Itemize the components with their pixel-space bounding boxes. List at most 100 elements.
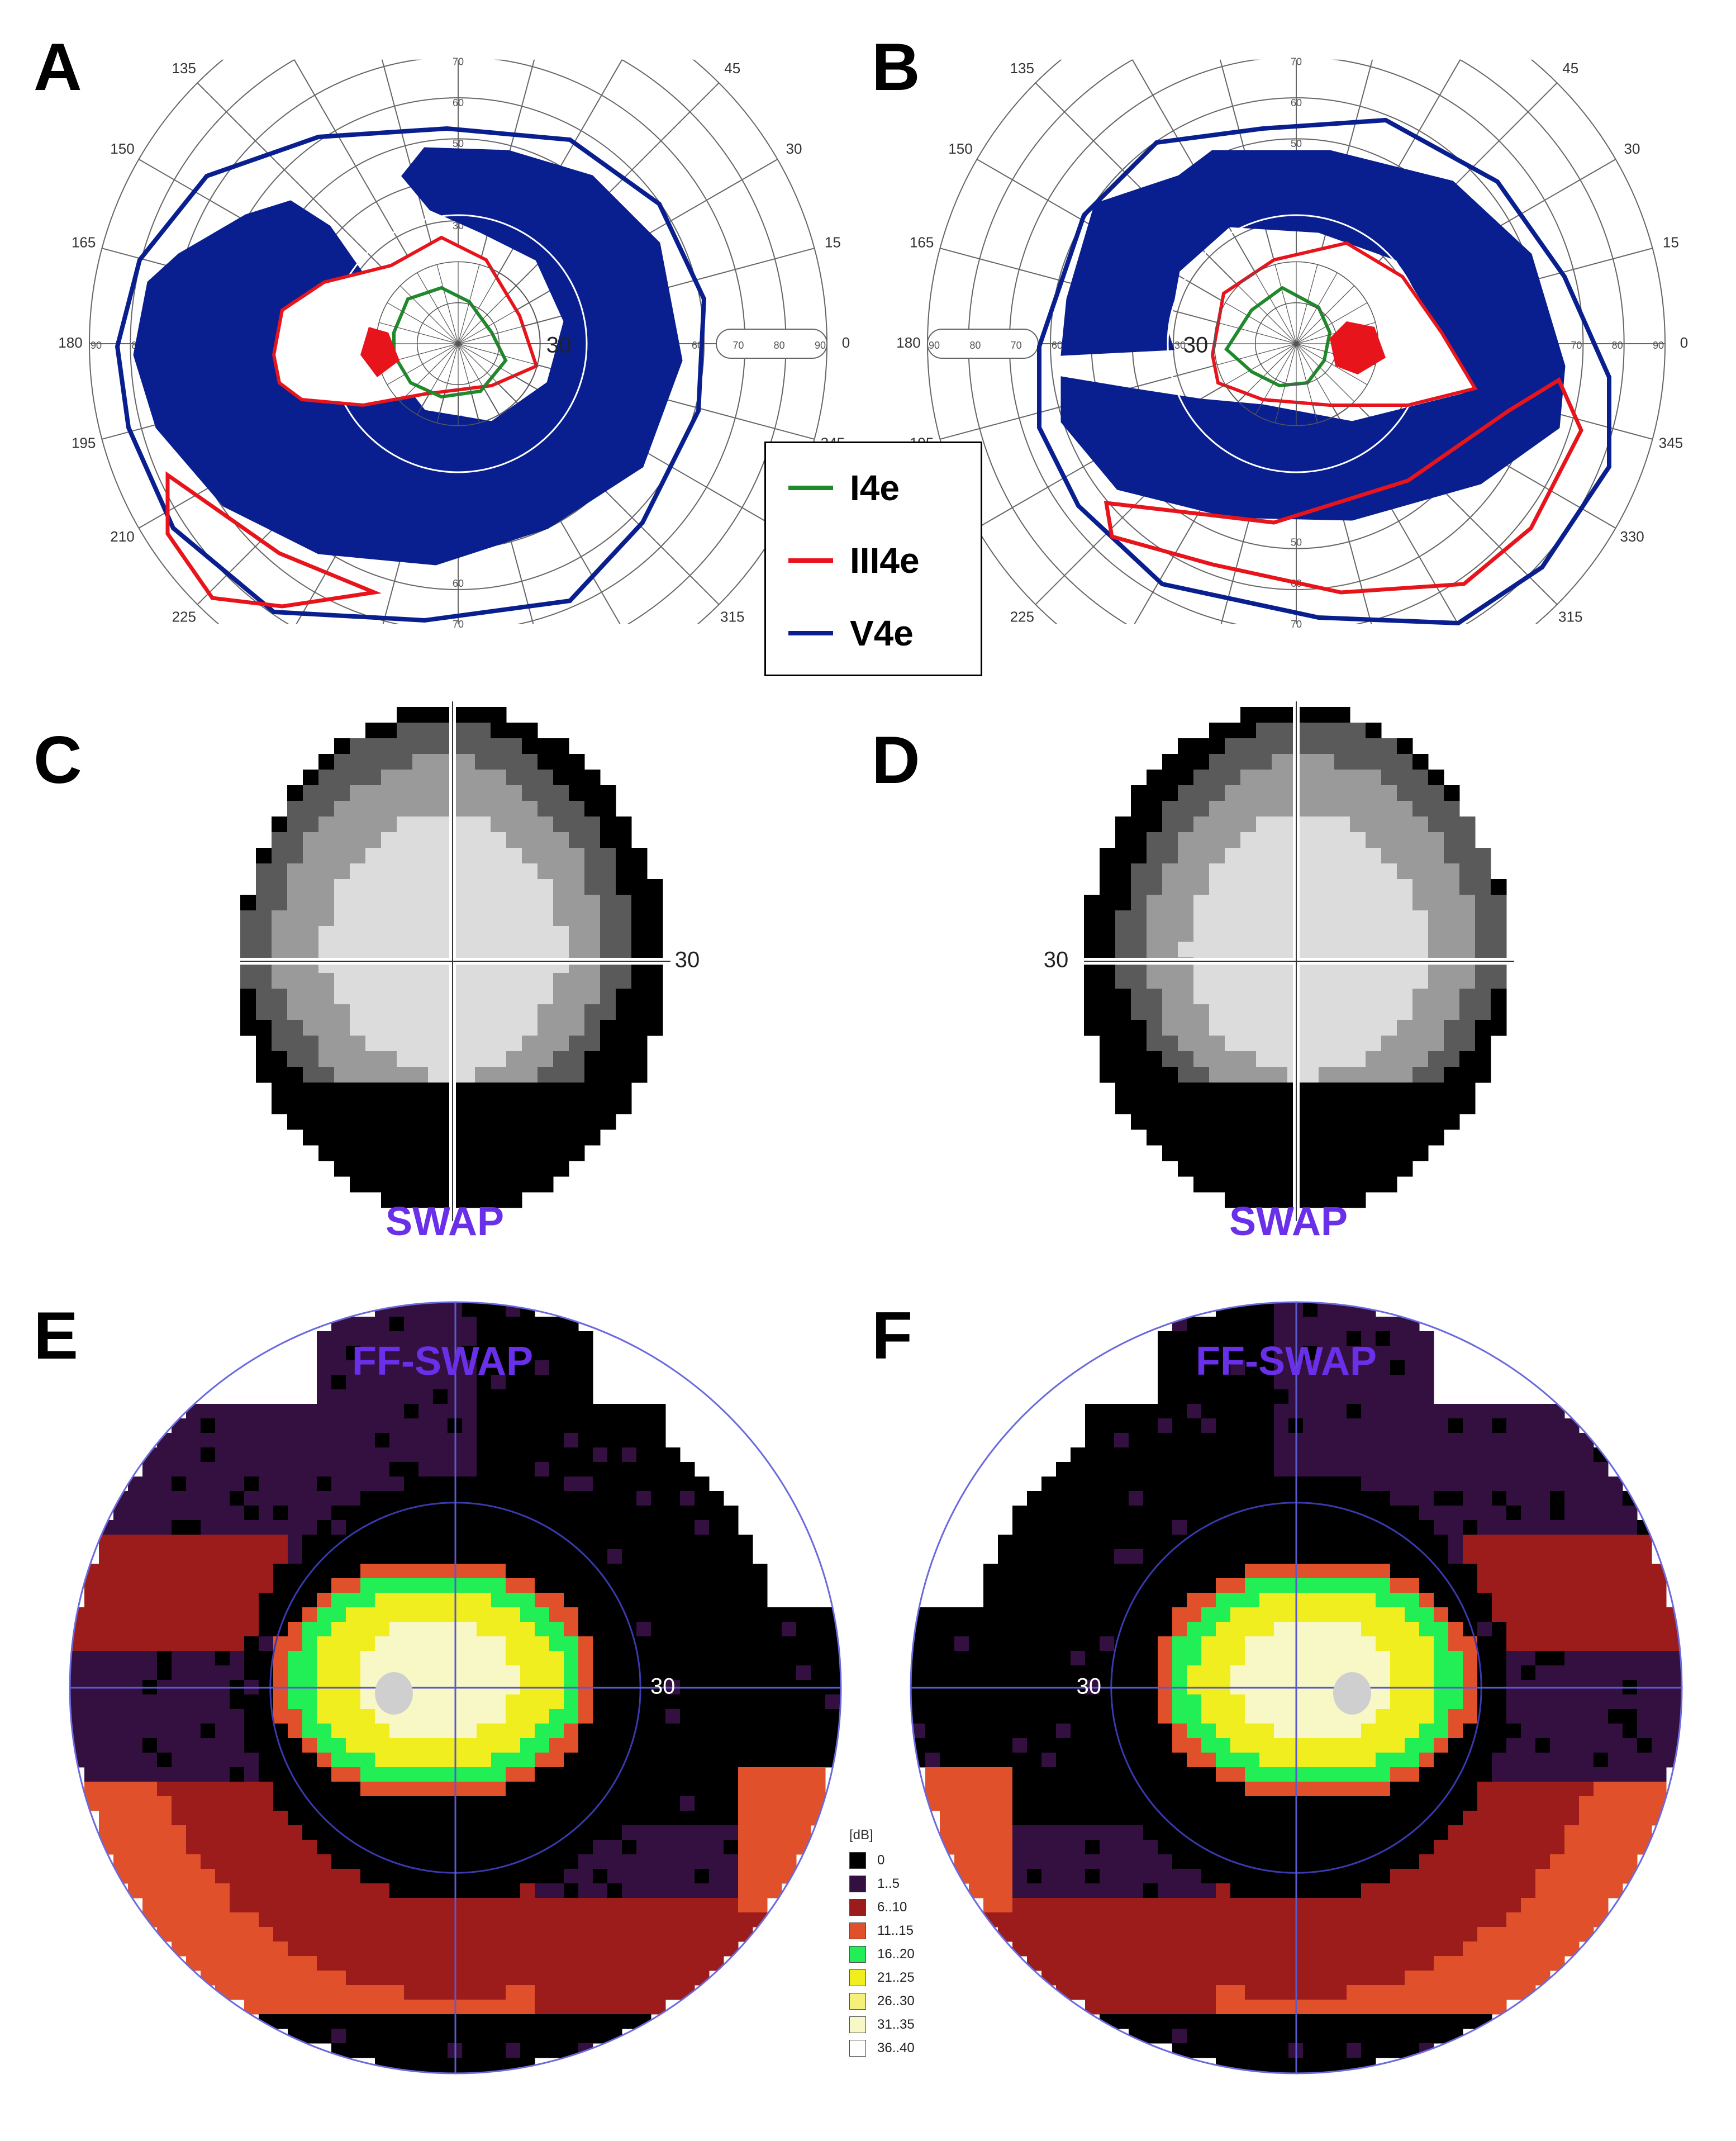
ff-cell (1201, 1447, 1216, 1463)
swap-cell (256, 989, 272, 1005)
ff-cell (273, 1811, 288, 1826)
ff-cell (1027, 1636, 1042, 1651)
ff-cell (491, 1869, 506, 1884)
ff-cell (186, 1709, 201, 1724)
inner-meridian (1217, 343, 1297, 365)
swap-cell (1147, 801, 1163, 817)
ff-cell (825, 1694, 840, 1710)
ff-cell (1201, 1535, 1216, 1550)
swap-cell (1366, 1114, 1382, 1130)
ff-cell (331, 1477, 346, 1492)
ff-cell (1114, 1520, 1129, 1535)
swap-cell (272, 910, 288, 927)
ff-cell (564, 1898, 579, 1913)
swap-cell (334, 895, 350, 911)
ff-cell (230, 1535, 245, 1550)
swap-cell (365, 770, 382, 786)
ff-cell (302, 1607, 317, 1622)
ff-cell (1477, 1404, 1492, 1419)
swap-cell (616, 973, 632, 989)
ff-cell (259, 1593, 274, 1608)
swap-grayscale-left: 30 (240, 701, 700, 1221)
ff-cell (230, 1883, 245, 1898)
ff-cell (593, 1825, 608, 1840)
ff-cell (302, 2014, 317, 2029)
ff-cell (1347, 1375, 1362, 1390)
ff-cell (1405, 1651, 1420, 1666)
ff-cell (1056, 1636, 1071, 1651)
ff-cell (665, 1636, 681, 1651)
ff-cell (230, 1593, 245, 1608)
ff-cell (1492, 1636, 1507, 1651)
ff-cell (462, 1331, 477, 1346)
ff-cell (433, 2000, 448, 2015)
ff-cell (709, 1593, 724, 1608)
ff-cell (724, 1811, 739, 1826)
ff-cell (593, 1593, 608, 1608)
ff-cell (433, 1331, 448, 1346)
swap-cell (631, 879, 648, 895)
swap-cell (553, 973, 569, 989)
ff-cell (1230, 1331, 1245, 1346)
ff-cell (578, 1622, 593, 1637)
swap-cell (491, 879, 507, 895)
ff-cell (782, 1651, 797, 1666)
ff-cell (157, 1622, 172, 1637)
ff-cell (477, 1622, 492, 1637)
ff-cell (288, 1724, 303, 1739)
swap-cell (647, 1004, 663, 1020)
ff-cell (491, 1665, 506, 1680)
ff-cell (1187, 1360, 1202, 1375)
ff-cell (375, 1360, 390, 1375)
ff-cell (665, 1956, 681, 1971)
ff-cell (753, 1753, 768, 1768)
inner-meridian (1255, 343, 1297, 415)
ff-cell (1245, 1477, 1260, 1492)
ff-cell (317, 1694, 332, 1710)
swap-cell (506, 1129, 522, 1146)
ff-cell (1245, 1636, 1260, 1651)
ff-cell (1085, 1578, 1100, 1593)
ff-cell (1318, 1418, 1333, 1433)
swap-cell (1240, 1004, 1257, 1020)
ff-cell (1594, 1564, 1609, 1579)
swap-cell (538, 832, 554, 848)
ff-cell (1550, 1724, 1565, 1739)
ff-cell (1347, 1360, 1362, 1375)
ff-cell (709, 1709, 724, 1724)
swap-cell (522, 1114, 538, 1130)
ff-cell (230, 1564, 245, 1579)
ff-cell (1550, 1549, 1565, 1564)
ff-cell (172, 1506, 187, 1521)
ff-cell (1245, 1375, 1260, 1390)
ff-cell (244, 1491, 259, 1506)
ff-cell (665, 1651, 681, 1666)
swap-cell (1444, 1114, 1460, 1130)
ff-cell (1274, 1317, 1289, 1332)
ff-cell (462, 1593, 477, 1608)
ff-cell (782, 1753, 797, 1768)
ff-cell (433, 2014, 448, 2029)
ff-cell (738, 1854, 753, 1869)
ff-cell (273, 1447, 288, 1463)
ff-cell (954, 1636, 969, 1651)
ff-cell (1579, 1665, 1594, 1680)
swap-cell (1240, 1145, 1257, 1161)
ff-cell (331, 1491, 346, 1506)
ff-cell (477, 1883, 492, 1898)
ff-cell (1332, 1491, 1347, 1506)
ff-cell (578, 1709, 593, 1724)
ff-cell (1187, 1738, 1202, 1753)
ff-cell (302, 1477, 317, 1492)
ff-cell (622, 1927, 637, 1942)
swap-cell (1256, 1036, 1272, 1052)
swap-cell (553, 1004, 569, 1020)
ff-cell (201, 1636, 216, 1651)
ff-cell (1318, 1709, 1333, 1724)
swap-cell (1240, 1192, 1257, 1208)
ff-cell (564, 1389, 579, 1404)
swap-cell (1319, 1051, 1335, 1067)
ff-cell (607, 1651, 622, 1666)
ff-cell (680, 1825, 695, 1840)
ff-cell (230, 1796, 245, 1811)
